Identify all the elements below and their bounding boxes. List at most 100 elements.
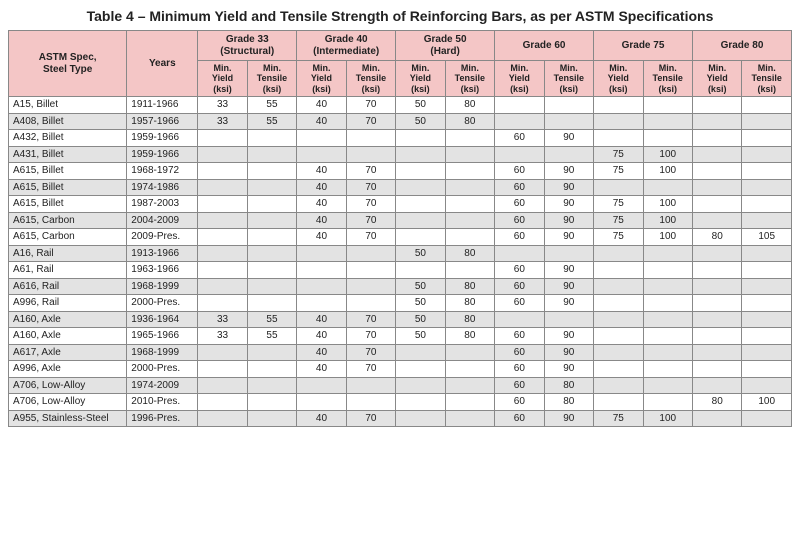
cell-value [643, 262, 692, 279]
cell-spec: A61, Rail [9, 262, 127, 279]
cell-value [495, 113, 544, 130]
cell-value: 75 [594, 196, 643, 213]
cell-value: 70 [346, 97, 395, 114]
cell-value: 90 [544, 229, 593, 246]
cell-value [643, 377, 692, 394]
table-title: Table 4 – Minimum Yield and Tensile Stre… [8, 8, 792, 24]
cell-years: 1965-1966 [127, 328, 198, 345]
cell-value [346, 245, 395, 262]
cell-value: 60 [495, 130, 544, 147]
cell-value: 80 [445, 295, 494, 312]
cell-value [692, 245, 741, 262]
cell-value: 60 [495, 377, 544, 394]
cell-spec: A160, Axle [9, 311, 127, 328]
cell-value [247, 377, 296, 394]
cell-value [396, 394, 445, 411]
cell-value [692, 196, 741, 213]
cell-value: 75 [594, 146, 643, 163]
cell-value: 90 [544, 262, 593, 279]
cell-value: 60 [495, 361, 544, 378]
cell-value [247, 295, 296, 312]
cell-value: 90 [544, 179, 593, 196]
cell-value [396, 229, 445, 246]
cell-value [742, 163, 792, 180]
cell-value: 60 [495, 394, 544, 411]
cell-spec: A615, Billet [9, 163, 127, 180]
table-row: A615, Carbon2004-20094070609075100 [9, 212, 792, 229]
cell-value: 60 [495, 278, 544, 295]
cell-value [297, 295, 346, 312]
cell-value: 60 [495, 163, 544, 180]
cell-value [692, 295, 741, 312]
cell-value: 60 [495, 179, 544, 196]
cell-value: 80 [544, 394, 593, 411]
cell-spec: A615, Carbon [9, 212, 127, 229]
cell-value [198, 278, 247, 295]
cell-spec: A706, Low-Alloy [9, 377, 127, 394]
cell-value [247, 229, 296, 246]
cell-value [495, 245, 544, 262]
cell-value [742, 245, 792, 262]
cell-years: 1996-Pres. [127, 410, 198, 427]
cell-value [396, 163, 445, 180]
cell-spec: A408, Billet [9, 113, 127, 130]
cell-years: 1936-1964 [127, 311, 198, 328]
cell-value [692, 361, 741, 378]
cell-value: 90 [544, 410, 593, 427]
col-min-yield-header: Min.Yield(ksi) [198, 61, 247, 97]
cell-value: 60 [495, 410, 544, 427]
cell-value: 60 [495, 196, 544, 213]
cell-value: 70 [346, 410, 395, 427]
cell-value: 70 [346, 163, 395, 180]
cell-value: 90 [544, 344, 593, 361]
cell-value [742, 344, 792, 361]
table-row: A408, Billet1957-1966335540705080 [9, 113, 792, 130]
cell-value [594, 278, 643, 295]
cell-years: 1913-1966 [127, 245, 198, 262]
cell-years: 1968-1999 [127, 278, 198, 295]
cell-value [692, 410, 741, 427]
col-grade60-header: Grade 60 [495, 31, 594, 61]
cell-value [594, 394, 643, 411]
cell-spec: A432, Billet [9, 130, 127, 147]
cell-value [692, 377, 741, 394]
cell-value [247, 262, 296, 279]
cell-value [643, 245, 692, 262]
cell-spec: A615, Billet [9, 196, 127, 213]
cell-value: 90 [544, 130, 593, 147]
cell-value: 40 [297, 328, 346, 345]
col-min-yield-header: Min.Yield(ksi) [396, 61, 445, 97]
cell-value: 50 [396, 97, 445, 114]
cell-value [396, 146, 445, 163]
cell-value [445, 262, 494, 279]
cell-value [742, 295, 792, 312]
cell-value [692, 212, 741, 229]
cell-value [247, 361, 296, 378]
cell-value [742, 146, 792, 163]
cell-value [742, 328, 792, 345]
cell-value [643, 97, 692, 114]
cell-value [297, 394, 346, 411]
cell-value [198, 377, 247, 394]
cell-value [742, 113, 792, 130]
cell-value [643, 130, 692, 147]
table-row: A996, Axle2000-Pres.40706090 [9, 361, 792, 378]
cell-spec: A16, Rail [9, 245, 127, 262]
cell-value: 90 [544, 278, 593, 295]
cell-value [692, 130, 741, 147]
cell-years: 2000-Pres. [127, 361, 198, 378]
cell-value [198, 146, 247, 163]
cell-value: 40 [297, 179, 346, 196]
cell-value [742, 377, 792, 394]
cell-value: 33 [198, 113, 247, 130]
cell-value [396, 344, 445, 361]
cell-value [692, 179, 741, 196]
cell-value: 90 [544, 212, 593, 229]
col-min-yield-header: Min.Yield(ksi) [495, 61, 544, 97]
cell-value: 80 [692, 229, 741, 246]
table-row: A15, Billet1911-1966335540705080 [9, 97, 792, 114]
cell-spec: A615, Carbon [9, 229, 127, 246]
cell-value: 100 [643, 163, 692, 180]
table-row: A615, Billet1987-20034070609075100 [9, 196, 792, 213]
cell-value [544, 97, 593, 114]
